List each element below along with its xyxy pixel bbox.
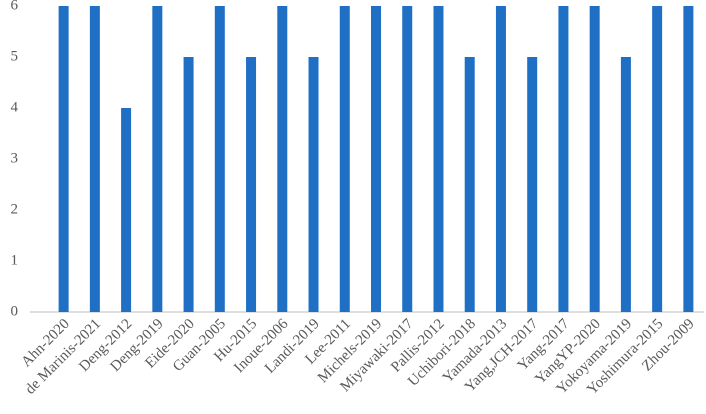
bar xyxy=(495,6,506,312)
bar xyxy=(464,57,475,312)
bar xyxy=(371,6,381,312)
bar xyxy=(152,6,163,312)
bar xyxy=(89,6,100,312)
bar xyxy=(58,6,69,312)
bar xyxy=(527,57,538,312)
bar xyxy=(589,6,600,312)
bar xyxy=(339,6,350,312)
y-tick-label: 4 xyxy=(11,99,19,115)
bar xyxy=(683,6,694,312)
y-tick-label: 2 xyxy=(11,201,19,217)
bar xyxy=(246,57,257,312)
bar xyxy=(183,57,194,312)
bar xyxy=(433,6,444,312)
bar xyxy=(558,6,569,312)
bar xyxy=(620,57,631,312)
bar xyxy=(121,108,132,312)
bar xyxy=(308,57,319,312)
bar xyxy=(214,6,225,312)
bar xyxy=(652,6,663,312)
y-tick-label: 3 xyxy=(11,150,19,166)
bar xyxy=(402,6,413,312)
y-tick-label: 0 xyxy=(11,303,19,319)
y-tick-label: 5 xyxy=(11,48,19,64)
bar xyxy=(277,6,288,312)
y-tick-label: 1 xyxy=(11,252,19,268)
y-tick-label: 6 xyxy=(11,0,19,13)
